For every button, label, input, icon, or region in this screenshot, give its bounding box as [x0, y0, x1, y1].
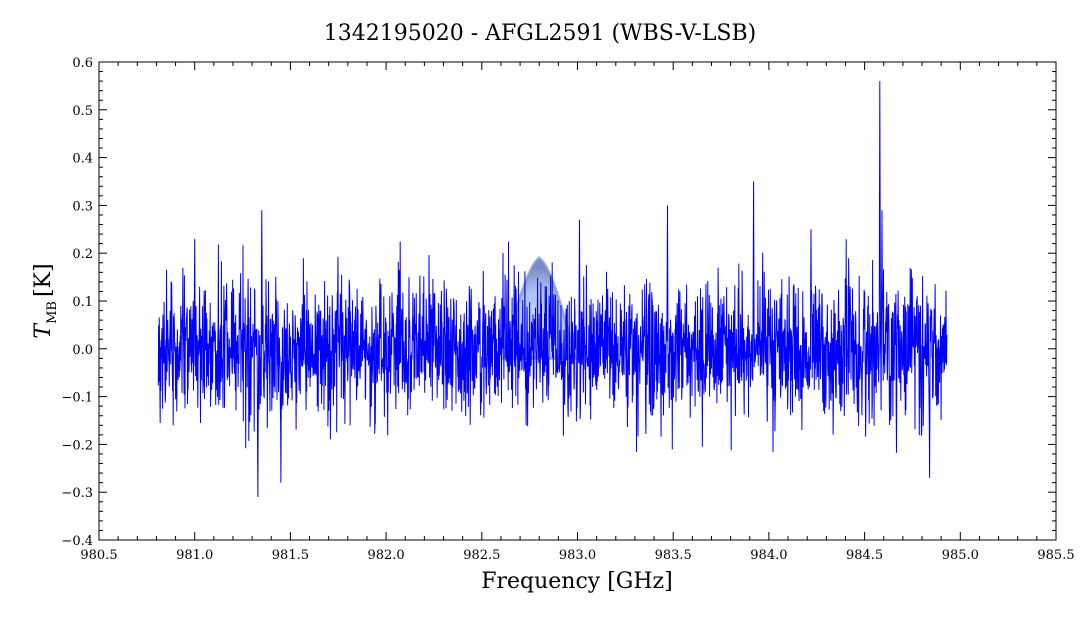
y-axis-label-unit: [K]	[31, 263, 56, 297]
x-axis-ticks: 980.5 981.0 981.5 982.0 982.5 983.0 983.5 984.0…	[80, 62, 1075, 563]
x-tick-label: 985.5	[1037, 548, 1074, 563]
y-tick-label: 0.1	[72, 295, 93, 310]
x-tick-label: 981.0	[176, 548, 213, 563]
x-tick-label: 984.0	[750, 548, 787, 563]
x-tick-label: 985.0	[942, 548, 979, 563]
y-tick-label: 0.6	[72, 56, 93, 71]
y-axis-ticks: −0.4 −0.3 −0.2 −0.1 0.0 0.1 0.2 0.3 0.4 0.5 0.6	[61, 56, 1056, 549]
y-tick-label: 0.0	[72, 343, 93, 358]
x-tick-label: 982.5	[463, 548, 500, 563]
x-tick-label: 984.5	[846, 548, 883, 563]
x-tick-label: 983.5	[655, 548, 692, 563]
y-tick-label: −0.2	[61, 438, 93, 453]
x-tick-label: 980.5	[80, 548, 117, 563]
y-tick-label: −0.4	[61, 534, 93, 549]
y-axis-label-symbol: T	[31, 322, 56, 339]
y-tick-label: −0.1	[61, 391, 93, 406]
svg-text:TMB[K]: TMB [K]	[31, 263, 60, 338]
y-tick-label: 0.5	[72, 104, 93, 119]
y-axis-label-subscript: MB	[45, 301, 60, 324]
x-tick-label: 982.0	[367, 548, 404, 563]
y-tick-label: 0.3	[72, 199, 93, 214]
spectrum-line	[157, 81, 948, 498]
x-tick-label: 981.5	[272, 548, 309, 563]
y-tick-label: 0.4	[72, 152, 93, 167]
y-axis-label: TMB [K]	[31, 263, 60, 338]
y-tick-label: −0.3	[61, 486, 93, 501]
x-axis-label: Frequency [GHz]	[481, 569, 673, 594]
x-tick-label: 983.0	[559, 548, 596, 563]
chart-title: 1342195020 - AFGL2591 (WBS-V-LSB)	[324, 21, 757, 46]
y-tick-label: 0.2	[72, 247, 93, 262]
